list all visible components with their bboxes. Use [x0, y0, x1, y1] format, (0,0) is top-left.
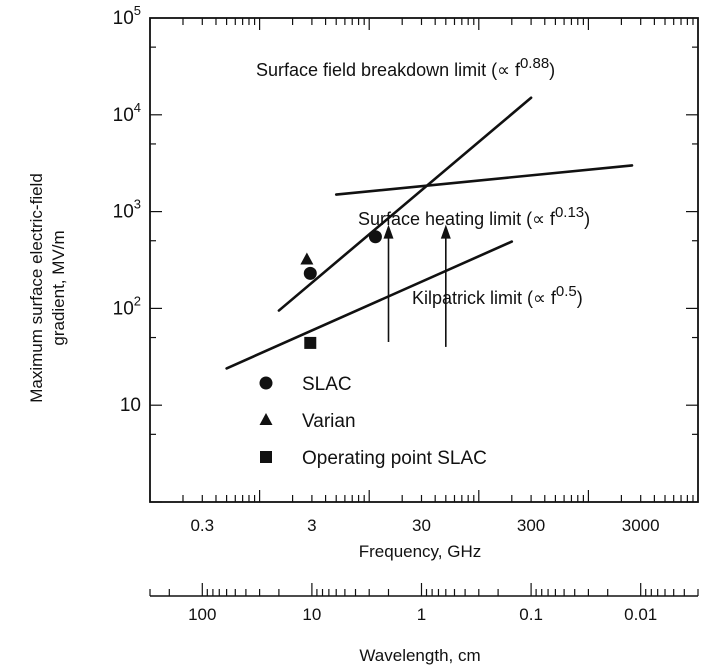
data-point [300, 252, 314, 265]
wavelength-tick-label: 10 [302, 605, 321, 624]
legend-label: SLAC [302, 374, 352, 395]
legend-marker [259, 413, 273, 425]
series-line [277, 96, 533, 312]
wavelength-tick-label: 0.01 [624, 605, 657, 624]
wavelength-tick-label: 100 [188, 605, 216, 624]
legend-layer: SLAC Varian Operating point SLAC [259, 374, 487, 469]
y-tick-label: 10 [120, 395, 141, 416]
y-tick-label: 105 [113, 3, 141, 29]
plot-frame [149, 17, 699, 503]
series-layer: Surface field breakdown limit (∝ f0.88) S… [225, 55, 634, 370]
data-point [304, 336, 317, 349]
wavelength-axis-label: Wavelength, cm [359, 646, 480, 665]
series-label: Surface heating limit (∝ f0.13) [358, 204, 590, 229]
legend-label: Varian [302, 411, 356, 432]
series-line [334, 164, 634, 196]
series-label: Surface field breakdown limit (∝ f0.88) [256, 55, 555, 80]
x-tick-label: 300 [517, 516, 545, 535]
legend-marker [260, 451, 272, 463]
arrow-head [383, 224, 394, 239]
x-tick-label: 0.3 [190, 516, 214, 535]
x-tick-label: 30 [412, 516, 431, 535]
wavelength-axis: 100 10 1 0.1 0.01 [149, 583, 699, 624]
y-axis-label-line2: gradient, MV/m [49, 230, 68, 345]
y-tick-label: 103 [113, 197, 141, 223]
y-axis-label-line1: Maximum surface electric-field [27, 173, 46, 403]
series-line [225, 240, 514, 370]
data-point [368, 230, 382, 244]
x-axis-label: Frequency, GHz [359, 542, 482, 561]
y-tick-label: 102 [113, 293, 141, 319]
y-tick-label: 104 [113, 100, 141, 126]
wavelength-tick-label: 1 [417, 605, 426, 624]
points-layer [300, 230, 382, 349]
wavelength-tick-label: 0.1 [519, 605, 543, 624]
ticks-layer: 0.3 3 30 300 3000 10 102 103 104 105 [113, 3, 698, 535]
x-tick-label: 3 [307, 516, 316, 535]
data-point [303, 266, 317, 280]
x-tick-label: 3000 [622, 516, 660, 535]
arrow-head [440, 224, 451, 239]
series-label: Kilpatrick limit (∝ f0.5) [412, 283, 583, 308]
legend-label: Operating point SLAC [302, 448, 487, 469]
frame-layer [149, 17, 699, 503]
legend-marker [259, 376, 273, 390]
